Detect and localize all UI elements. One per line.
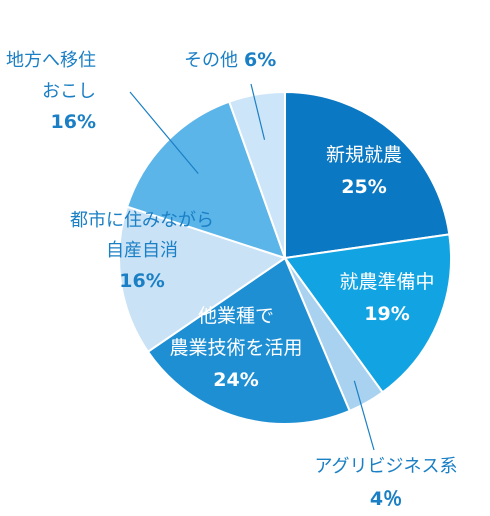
label-sonota: その他 6%: [184, 49, 276, 71]
slice-sonota: [227, 90, 286, 259]
leader-line-sonota: [250, 83, 266, 140]
slice-percent: 19%: [364, 303, 409, 325]
label-agri: アグリビジネス系 4％: [314, 456, 457, 510]
label-toshi: 都市に住みながら 自産自消 16%: [70, 210, 214, 292]
label-tagyoshu: 他業種で 農業技術を活用 24%: [169, 305, 302, 391]
slice-name: 新規就農: [326, 144, 402, 166]
slice-name-line1: 他業種で: [198, 305, 274, 327]
slice-name-line1: 地方へ移住: [6, 50, 96, 71]
slice-percent: 25%: [341, 176, 386, 198]
slice-name-line1: 都市に住みながら: [70, 210, 214, 231]
slice-junbi: [283, 233, 452, 394]
slice-name: 就農準備中: [339, 271, 434, 293]
slice-name: その他: [184, 50, 238, 71]
label-shinki: 新規就農 25%: [326, 144, 402, 198]
slice-shinki: [284, 90, 451, 260]
label-junbi: 就農準備中 19%: [339, 271, 434, 325]
slice-name-line2: 自産自消: [106, 240, 178, 261]
slice-toshi: [118, 205, 288, 354]
slice-chiho: [125, 100, 287, 260]
slice-name-line2: おこし: [42, 81, 96, 102]
slice-percent: 4％: [370, 488, 402, 510]
slice-name-line2: 農業技術を活用: [169, 337, 302, 359]
label-chiho: 地方へ移住 おこし 16%: [6, 50, 96, 133]
pie-slices: [118, 90, 452, 425]
slice-name: アグリビジネス系: [314, 456, 457, 477]
slice-percent: 6%: [244, 49, 276, 71]
leader-line-chiho: [129, 91, 199, 175]
leader-line-agri: [353, 380, 375, 451]
slice-percent: 24%: [213, 369, 258, 391]
slice-percent: 16%: [51, 111, 96, 133]
slice-percent: 16%: [119, 270, 164, 292]
leader-lines: [129, 83, 375, 451]
slice-tagyoshu: [146, 256, 351, 425]
